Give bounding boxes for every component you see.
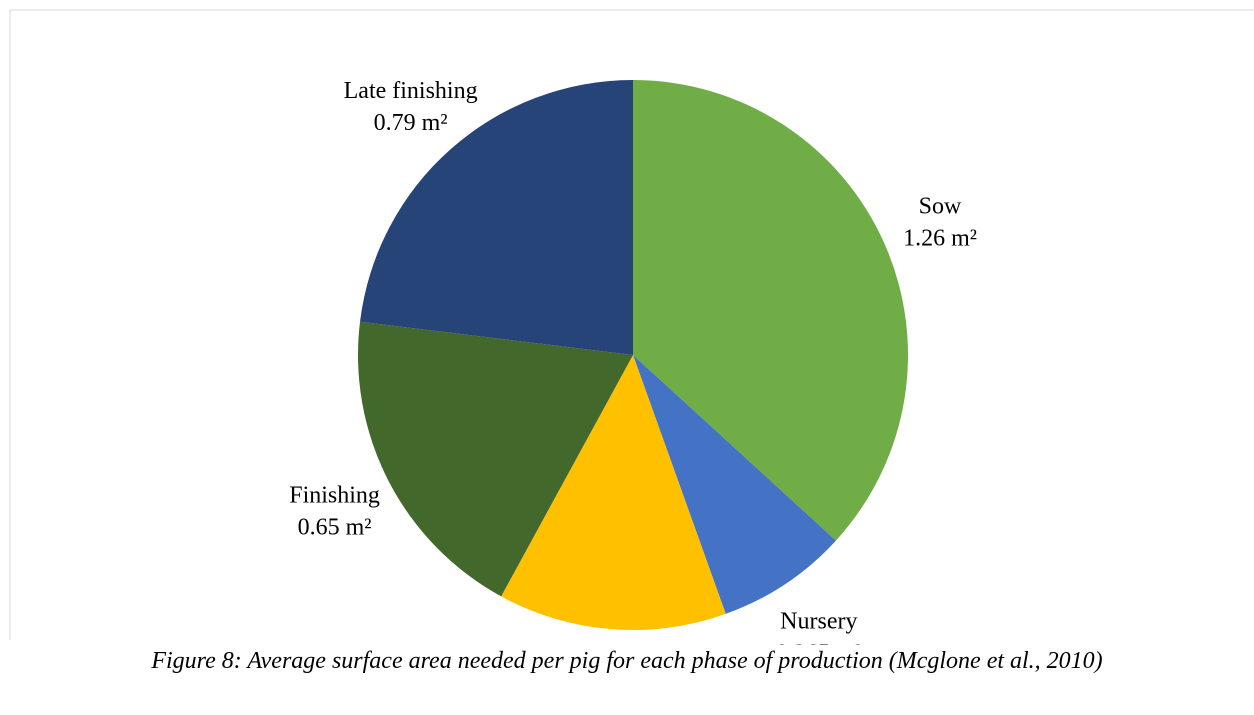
pie-slice bbox=[360, 80, 633, 355]
slice-label: Nursery bbox=[780, 608, 857, 634]
value-label: 0.79 m² bbox=[374, 110, 448, 136]
slice-label: Sow bbox=[919, 194, 962, 220]
value-number: 0.46 bbox=[570, 695, 612, 715]
caption: Figure 8: Average surface area needed pe… bbox=[60, 648, 1194, 675]
value-label: 0.65 m² bbox=[298, 514, 372, 540]
unit: m² bbox=[618, 695, 644, 715]
slice-label: Late finishing bbox=[344, 78, 478, 104]
value-number: 0.79 bbox=[374, 110, 416, 136]
pie-slice bbox=[633, 80, 908, 541]
value-label: 1.26 m² bbox=[903, 226, 977, 252]
unit: m² bbox=[346, 514, 372, 540]
value-label: 0.46 m² bbox=[570, 695, 644, 715]
pie-slice bbox=[357, 321, 633, 597]
pie-slice bbox=[633, 355, 836, 614]
value-label: 0.265m² bbox=[776, 640, 862, 666]
unit: m² bbox=[422, 110, 448, 136]
value-number: 0.265 bbox=[776, 640, 830, 666]
unit: m² bbox=[836, 640, 862, 666]
value-number: 0.65 bbox=[298, 514, 340, 540]
value-number: 1.26 bbox=[903, 226, 945, 252]
plot: Sow1.26m²Nursery0.265m²Growing0.46m²Fini… bbox=[289, 78, 977, 715]
pie-slice bbox=[501, 355, 726, 630]
unit: m² bbox=[951, 226, 977, 252]
slice-label: Finishing bbox=[289, 482, 380, 508]
